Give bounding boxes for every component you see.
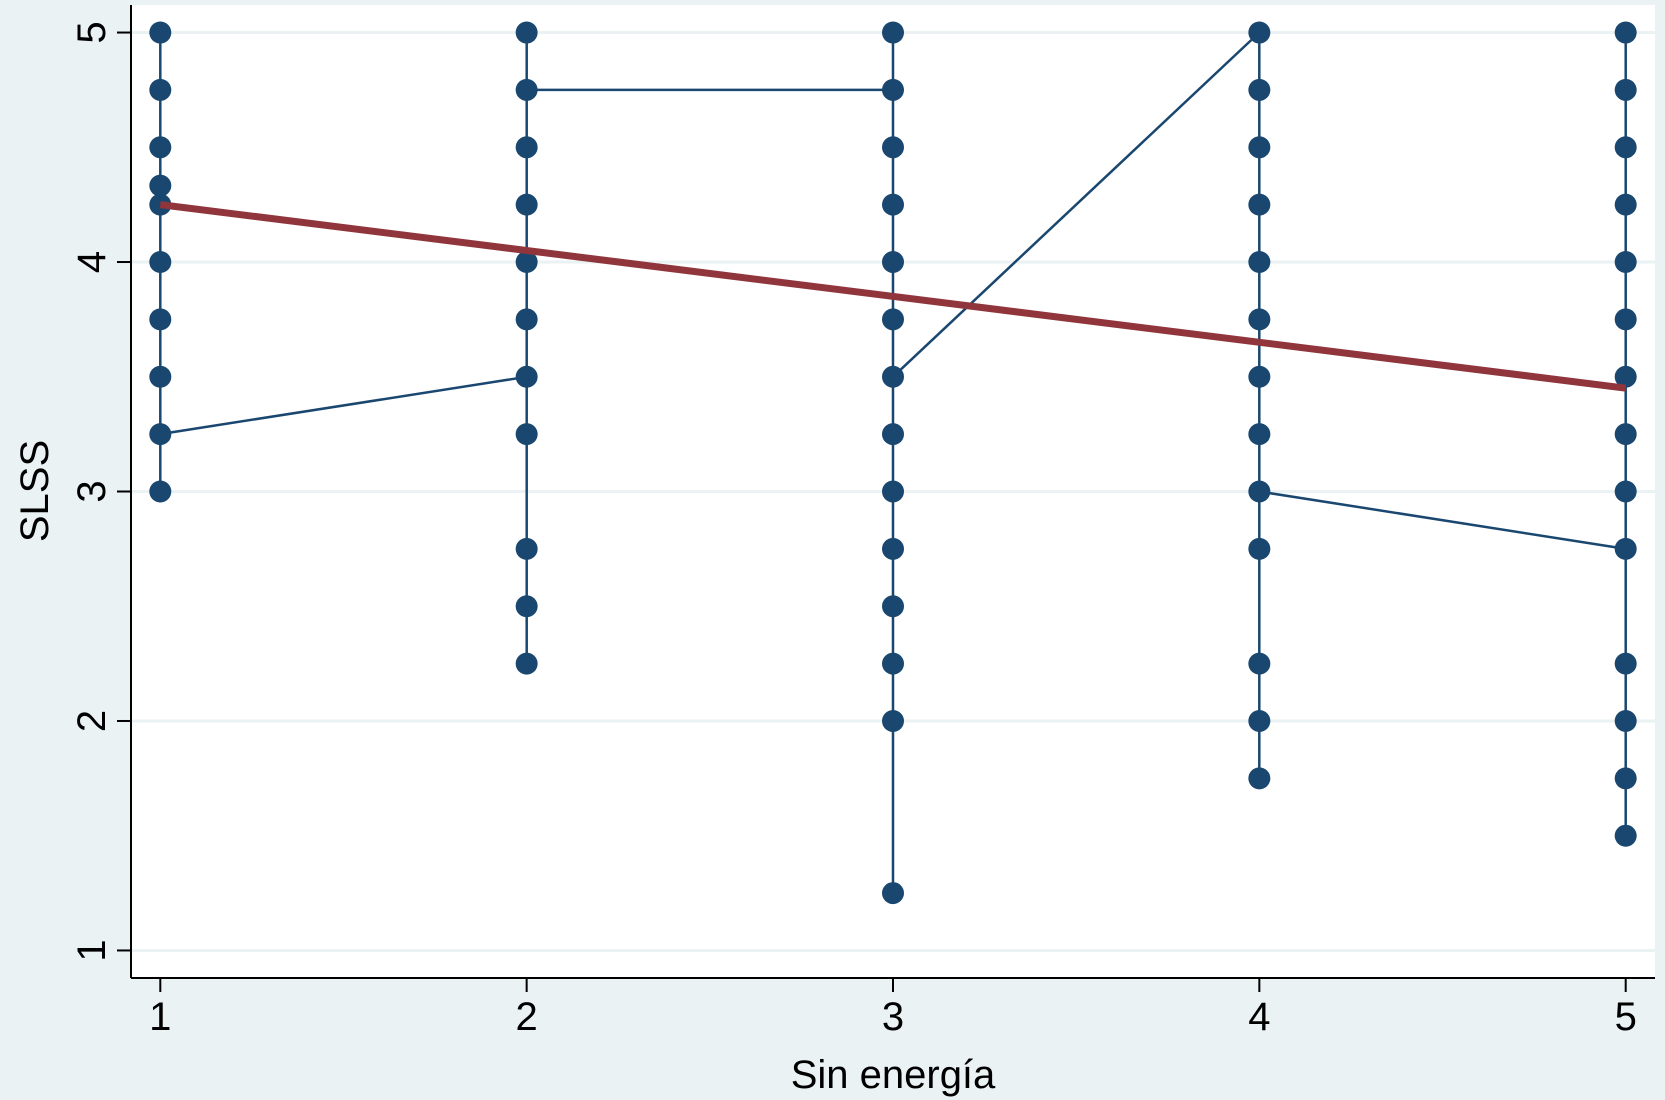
point: [882, 251, 904, 274]
point: [882, 882, 904, 905]
x-tick-label: 2: [516, 995, 538, 1039]
point: [515, 423, 538, 446]
x-tick-label: 4: [1248, 995, 1270, 1039]
point: [1248, 78, 1271, 101]
fit-line: [159, 201, 1627, 392]
point: [882, 709, 904, 732]
point: [1248, 365, 1271, 388]
point: [1248, 709, 1271, 732]
point: [515, 308, 538, 331]
point: [1614, 480, 1637, 503]
point: [1614, 537, 1637, 560]
point: [1248, 136, 1271, 159]
y-tick-label: 1: [70, 939, 114, 961]
y-tick-label: 3: [70, 480, 114, 502]
point: [149, 308, 172, 331]
point: [1248, 308, 1271, 331]
point: [149, 78, 172, 101]
point: [1614, 78, 1637, 101]
point: [882, 595, 904, 618]
point: [149, 136, 172, 159]
x-axis-title: Sin energía: [791, 1053, 996, 1097]
point: [882, 21, 904, 44]
point: [882, 652, 904, 675]
x-tick-label: 5: [1615, 995, 1637, 1039]
point: [1614, 652, 1637, 675]
point: [1614, 308, 1637, 331]
point: [1614, 365, 1637, 388]
point: [515, 365, 538, 388]
point: [1614, 251, 1637, 274]
y-tick-label: 4: [70, 251, 114, 273]
point: [882, 480, 904, 503]
point: [1614, 193, 1637, 216]
point: [1248, 652, 1271, 675]
point: [149, 251, 172, 274]
point: [882, 308, 904, 331]
point: [1248, 193, 1271, 216]
point: [882, 78, 904, 101]
point: [515, 136, 538, 159]
point: [882, 193, 904, 216]
point: [149, 174, 172, 197]
y-tick-label: 5: [70, 21, 114, 43]
point: [149, 365, 172, 388]
point: [1248, 537, 1271, 560]
point: [1248, 767, 1271, 790]
point: [882, 423, 904, 446]
point: [1614, 21, 1637, 44]
point: [515, 21, 538, 44]
point: [1614, 709, 1637, 732]
point: [515, 595, 538, 618]
point: [1614, 824, 1637, 847]
point: [149, 423, 172, 446]
point: [515, 78, 538, 101]
point: [1248, 21, 1271, 44]
point: [1248, 251, 1271, 274]
x-tick-label: 3: [882, 995, 904, 1039]
point: [1614, 136, 1637, 159]
point: [515, 652, 538, 675]
point: [1614, 423, 1637, 446]
y-axis-title: SLSS: [13, 440, 57, 542]
point: [149, 21, 172, 44]
y-tick-label: 2: [70, 710, 114, 732]
point: [515, 537, 538, 560]
point: [149, 480, 172, 503]
x-tick-label: 1: [149, 995, 171, 1039]
point: [1248, 423, 1271, 446]
point: [1614, 767, 1637, 790]
point: [515, 251, 538, 274]
point: [882, 537, 904, 560]
point: [882, 136, 904, 159]
point: [515, 193, 538, 216]
point: [882, 365, 904, 388]
point: [1248, 480, 1271, 503]
